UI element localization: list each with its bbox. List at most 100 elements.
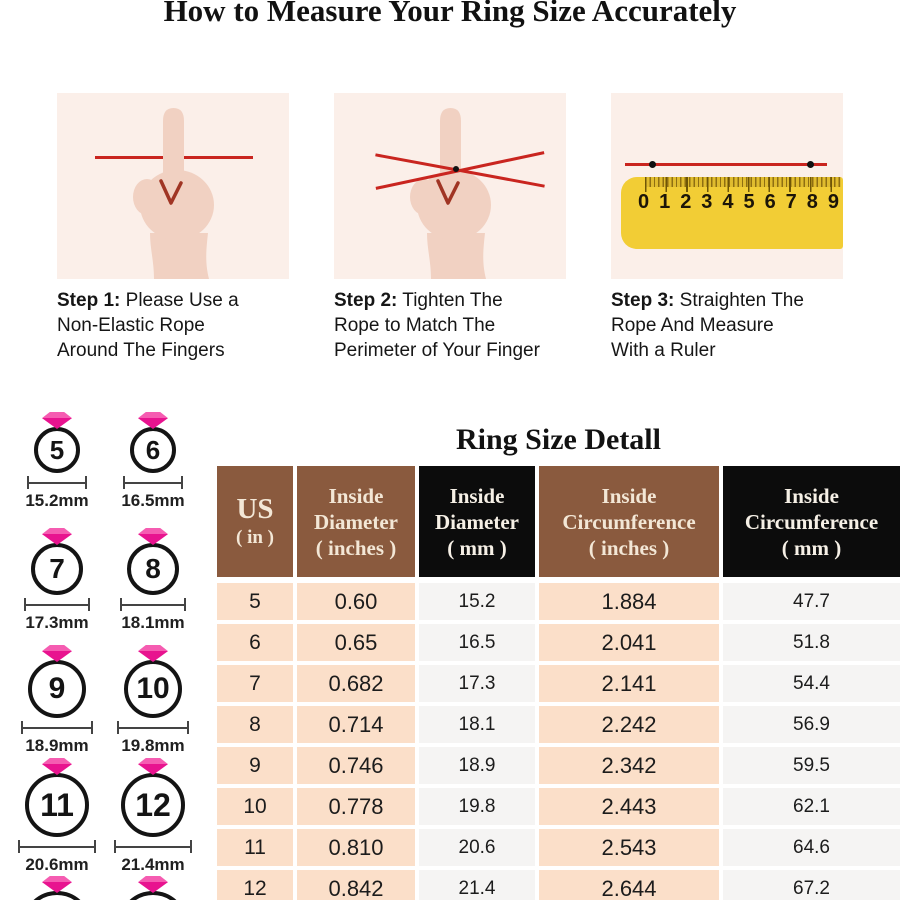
- table-cell: 54.4: [723, 665, 900, 702]
- ring-illustration: [9, 876, 105, 900]
- rope-line: [625, 163, 827, 166]
- ring-sizes-panel: 5 15.2mm 6 16.5mm 7 17.3mm 8 18.1mm 9 18.9mm 10 19.…: [0, 0, 216, 900]
- ring-illustration: 6 16.5mm: [105, 412, 201, 511]
- header-line: ( in ): [236, 526, 274, 548]
- ring-diameter-label: 18.9mm: [25, 736, 89, 755]
- step-label: Step 2:: [334, 290, 398, 311]
- ring-size-number: 12: [121, 773, 185, 837]
- table-cell: 6: [217, 624, 293, 661]
- table-header-cell: Inside Circumference( inches ): [539, 466, 719, 577]
- ring-measure-line: [18, 840, 96, 853]
- diamond-icon: [138, 412, 168, 429]
- ruler-number: 4: [722, 191, 734, 213]
- table-header-cell: Inside Diameter( inches ): [297, 466, 415, 577]
- step1-caption: Step 1: Please Use a Non-Elastic Rope Ar…: [57, 288, 333, 363]
- header-line: ( mm ): [781, 535, 842, 560]
- diamond-icon: [42, 528, 72, 545]
- ring-illustration: 8 18.1mm: [105, 528, 201, 633]
- table-row: 5 0.60 15.2 1.884 47.7: [217, 583, 900, 620]
- table-header-cell: Inside Circumference( mm ): [723, 466, 900, 577]
- caption-text: Please Use a: [125, 290, 239, 311]
- ring-illustration: 10 19.8mm: [105, 645, 201, 756]
- table-cell: 0.682: [297, 665, 415, 702]
- step2-image: [334, 93, 566, 279]
- table-cell: 0.746: [297, 747, 415, 784]
- header-line: Diameter: [314, 509, 398, 534]
- diamond-icon: [138, 645, 168, 662]
- table-cell: 2.242: [539, 706, 719, 743]
- table-cell: 2.342: [539, 747, 719, 784]
- table-cell: 20.6: [419, 829, 535, 866]
- table-cell: 16.5: [419, 624, 535, 661]
- header-line: Inside: [449, 483, 505, 508]
- ring-measure-line: [21, 721, 93, 734]
- ring-measure-line: [114, 840, 192, 853]
- table-cell: 64.6: [723, 829, 900, 866]
- header-line: Inside: [328, 483, 384, 508]
- ring-size-number: 7: [31, 543, 83, 595]
- table-row: 7 0.682 17.3 2.141 54.4: [217, 665, 900, 702]
- table-cell: 18.1: [419, 706, 535, 743]
- table-cell: 1.884: [539, 583, 719, 620]
- table-cell: 0.778: [297, 788, 415, 825]
- table-cell: 17.3: [419, 665, 535, 702]
- header-line: Circumference: [562, 509, 696, 534]
- table-cell: 7: [217, 665, 293, 702]
- table-cell: 56.9: [723, 706, 900, 743]
- table-cell: 0.810: [297, 829, 415, 866]
- rope-knot-dot: [453, 166, 459, 172]
- ring-diameter-label: 19.8mm: [121, 736, 185, 755]
- table-cell: 62.1: [723, 788, 900, 825]
- rope-end-dot: [807, 161, 814, 168]
- ring-size-number: 8: [127, 543, 179, 595]
- header-line: ( inches ): [315, 535, 397, 560]
- ring-size-number: 5: [34, 427, 80, 473]
- ruler-number: 5: [743, 191, 755, 213]
- table-cell: 2.443: [539, 788, 719, 825]
- table-cell: 19.8: [419, 788, 535, 825]
- ring-measure-line: [123, 476, 183, 489]
- ring-size-number: 11: [25, 773, 89, 837]
- ring-measure-line: [117, 721, 189, 734]
- caption-line: Perimeter of Your Finger: [334, 340, 540, 361]
- table-cell: 2.543: [539, 829, 719, 866]
- ruler-number: 6: [764, 191, 776, 213]
- caption-line: Non-Elastic Rope: [57, 315, 205, 336]
- diamond-icon: [42, 412, 72, 429]
- ring-illustration: 7 17.3mm: [9, 528, 105, 633]
- table-body: 5 0.60 15.2 1.884 47.7 6 0.65 16.5 2.041 51.8 7 0.6…: [217, 583, 900, 900]
- ruler-number: 3: [701, 191, 713, 213]
- ruler-number: 9: [827, 191, 839, 213]
- ring-size-number: 9: [28, 660, 86, 718]
- diamond-icon: [42, 758, 72, 775]
- caption-line: Step 3: Straighten The: [611, 288, 887, 313]
- table-cell: 0.714: [297, 706, 415, 743]
- table-cell: 5: [217, 583, 293, 620]
- ring-measure-line: [24, 598, 90, 611]
- table-row: 6 0.65 16.5 2.041 51.8: [217, 624, 900, 661]
- table-cell: 59.5: [723, 747, 900, 784]
- caption-text: Tighten The: [402, 290, 503, 311]
- table-cell: 0.65: [297, 624, 415, 661]
- step2-caption: Step 2: Tighten The Rope to Match The Pe…: [334, 288, 610, 363]
- table-cell: 18.9: [419, 747, 535, 784]
- table-cell: 11: [217, 829, 293, 866]
- table-row: 9 0.746 18.9 2.342 59.5: [217, 747, 900, 784]
- caption-line: Step 1: Please Use a: [57, 288, 333, 313]
- ring-illustration: 12 21.4mm: [105, 758, 201, 875]
- caption-line: Rope And Measure: [611, 315, 774, 336]
- step3-caption: Step 3: Straighten The Rope And Measure …: [611, 288, 887, 363]
- header-line: Circumference: [744, 509, 879, 534]
- hand-illustration: [410, 108, 491, 279]
- caption-line: Rope to Match The: [334, 315, 496, 336]
- ruler-number: 7: [785, 191, 797, 213]
- header-line: ( inches ): [588, 535, 670, 560]
- step-label: Step 3:: [611, 290, 675, 311]
- table-row: 12 0.842 21.4 2.644 67.2: [217, 870, 900, 900]
- caption-text: Straighten The: [679, 290, 804, 311]
- ring-illustration: [105, 876, 201, 900]
- ruler-number: 1: [659, 191, 671, 213]
- table-cell: 10: [217, 788, 293, 825]
- ring-illustration: 9 18.9mm: [9, 645, 105, 756]
